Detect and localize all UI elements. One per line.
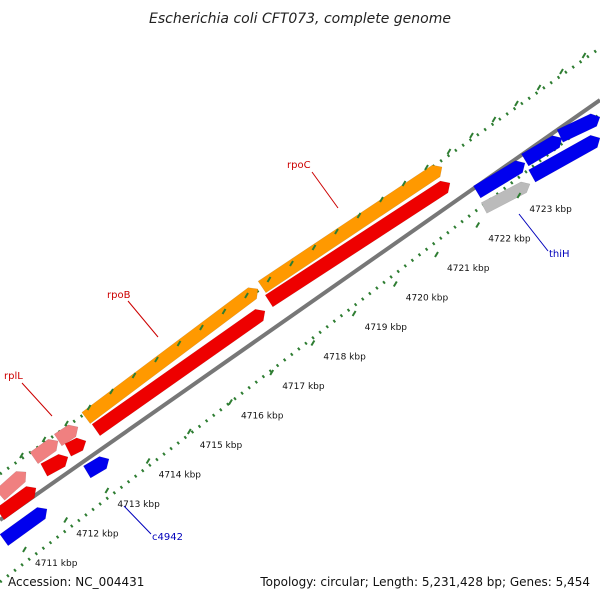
gene-label-rpoB: rpoB — [107, 290, 131, 301]
outer-tick-mark — [109, 388, 114, 395]
kbp-tick-label: 4711 kbp — [35, 559, 78, 569]
outer-tick-mark — [379, 196, 384, 203]
outer-tick-mark — [289, 260, 294, 267]
kbp-tick-mark — [228, 398, 233, 406]
thiH-gene-arrow — [528, 135, 600, 183]
outer-tick-mark — [41, 436, 47, 443]
kbp-tick-label: 4722 kbp — [488, 235, 531, 245]
kbp-tick-mark — [392, 280, 398, 288]
gene-label-leader — [518, 213, 549, 252]
rpoB-gene-arrow — [81, 287, 259, 424]
outer-tick-mark — [446, 148, 452, 155]
kbp-tick-label: 4715 kbp — [200, 441, 243, 451]
outer-tick-mark — [64, 420, 69, 427]
kbp-tick-label: 4714 kbp — [159, 471, 202, 481]
outer-tick-mark — [176, 340, 182, 347]
outer-tick-mark — [514, 100, 519, 107]
outer-tick-mark — [131, 372, 137, 379]
ribosomal-gene-arrow — [40, 453, 69, 477]
kbp-tick-label: 4717 kbp — [282, 382, 325, 392]
outer-tick-mark — [86, 404, 92, 411]
grey-gene-arrow — [480, 181, 531, 214]
kbp-tick-mark — [475, 221, 481, 229]
kbp-tick-mark — [516, 192, 522, 199]
outer-tick-mark — [244, 292, 249, 299]
outer-tick-mark — [536, 84, 542, 91]
outer-tick-mark — [491, 116, 497, 123]
gene-label-leader — [311, 171, 339, 209]
gene-label-leader — [127, 300, 159, 338]
kbp-tick-mark — [434, 251, 439, 258]
outer-tick-mark — [221, 308, 227, 315]
outer-tick-mark — [424, 164, 429, 171]
kbp-tick-label: 4723 kbp — [529, 205, 572, 215]
kbp-tick-mark — [269, 369, 275, 376]
gene-label-thiH: thiH — [549, 249, 570, 260]
outer-tick-mark — [356, 212, 362, 219]
kbp-tick-labels: 4711 kbp 4712 kbp 4713 kbp 4714 kbp 4715 kbp… — [19, 52, 587, 569]
rplL-gene-arrow — [29, 439, 59, 465]
inner-tick-track — [0, 112, 600, 584]
gene-label-rpoC: rpoC — [287, 160, 311, 171]
gene-label-rplL: rplL — [4, 371, 23, 382]
ribosomal-gene-arrow — [64, 437, 87, 457]
kbp-tick-mark — [104, 487, 110, 494]
kbp-tick-mark — [145, 457, 151, 465]
rplL-gene-arrow — [53, 424, 79, 447]
rplL-gene-arrow — [0, 471, 27, 501]
cds-gene-arrow — [556, 113, 600, 143]
kbp-tick-label: 4713 kbp — [117, 500, 160, 510]
ribosomal-gene-arrow — [264, 180, 451, 308]
outer-tick-track — [0, 46, 600, 476]
outer-tick-mark — [559, 68, 564, 75]
kbp-tick-mark — [186, 428, 192, 435]
cds-gene-arrow — [521, 135, 563, 167]
kbp-tick-label: 4712 kbp — [76, 530, 119, 540]
outer-tick-mark — [199, 324, 204, 331]
kbp-tick-label: 4719 kbp — [365, 323, 408, 333]
gene-label-leader — [21, 382, 53, 417]
outer-tick-mark — [266, 276, 272, 283]
gene-label-c4942: c4942 — [152, 532, 183, 543]
outer-tick-mark — [19, 452, 24, 459]
kbp-tick-mark — [22, 546, 27, 553]
cds-gene-arrow — [83, 456, 110, 479]
kbp-tick-mark — [63, 516, 69, 524]
kbp-tick-label: 4718 kbp — [323, 353, 366, 363]
outer-tick-mark — [581, 52, 587, 59]
gene-features — [0, 113, 600, 547]
outer-tick-mark — [154, 356, 159, 363]
outer-tick-mark — [334, 228, 339, 235]
kbp-tick-label: 4720 kbp — [406, 294, 449, 304]
kbp-tick-label: 4721 kbp — [447, 264, 490, 274]
map-title: Escherichia coli CFT073, complete genome — [149, 11, 451, 27]
kbp-tick-mark — [351, 310, 357, 317]
outer-tick-mark — [401, 180, 407, 187]
rpoC-gene-arrow — [257, 164, 443, 294]
gene-label-leader — [123, 505, 152, 535]
cds-gene-arrow — [473, 160, 526, 199]
genome-summary-text: Topology: circular; Length: 5,231,428 bp… — [259, 575, 590, 589]
outer-tick-mark — [311, 244, 317, 251]
kbp-tick-label: 4716 kbp — [241, 412, 284, 422]
outer-tick-mark — [469, 132, 474, 139]
ribosomal-gene-arrow — [0, 486, 37, 521]
kbp-tick-mark — [310, 339, 316, 347]
ribosomal-gene-arrow — [91, 309, 266, 437]
c4942-gene-arrow — [0, 507, 48, 547]
gene-labels: rpoC rpoB rplL thiH c4942 — [4, 160, 570, 543]
accession-text: Accession: NC_004431 — [8, 575, 144, 589]
